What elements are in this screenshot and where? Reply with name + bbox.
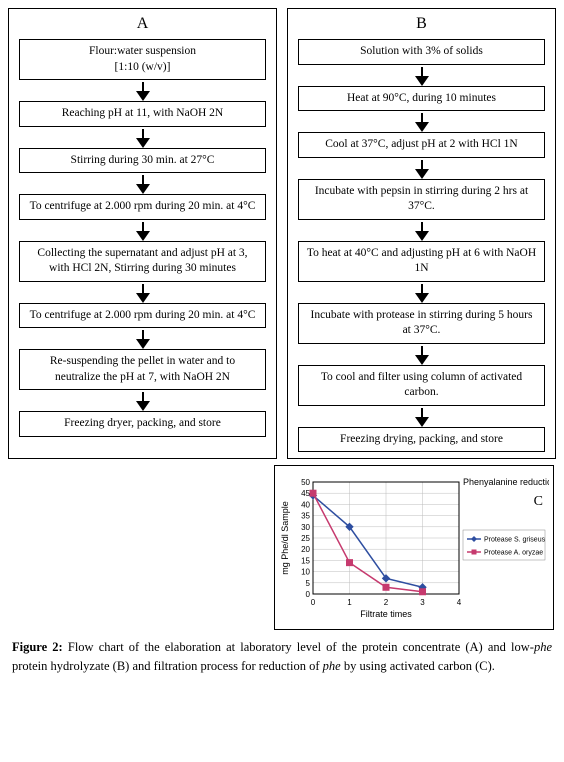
column-b-label: B	[416, 15, 427, 33]
flow-node: Solution with 3% of solids	[298, 39, 544, 65]
arrow-down-icon	[415, 160, 429, 179]
flow-node: Flour:water suspension[1:10 (w/v)]	[19, 39, 265, 80]
svg-text:Phenyalanine reduction: Phenyalanine reduction	[463, 477, 549, 487]
chart-panel: C 0510152025303540455001234Filtrate time…	[274, 465, 554, 630]
caption-t4: by using activated carbon (C).	[341, 659, 495, 673]
flow-node: To centrifuge at 2.000 rpm during 20 min…	[19, 194, 265, 220]
arrow-down-icon	[136, 284, 150, 303]
flow-node: Freezing drying, packing, and store	[298, 427, 544, 453]
svg-text:1: 1	[347, 598, 352, 607]
svg-text:25: 25	[301, 534, 310, 543]
flow-node: To cool and filter using column of activ…	[298, 365, 544, 406]
svg-text:50: 50	[301, 478, 310, 487]
column-a-label: A	[137, 15, 149, 33]
flow-steps-a: Flour:water suspension[1:10 (w/v)] Reachi…	[13, 39, 272, 437]
svg-text:3: 3	[420, 598, 425, 607]
flow-node: Cool at 37°C, adjust pH at 2 with HCl 1N	[298, 132, 544, 158]
line-chart: 0510152025303540455001234Filtrate timesm…	[277, 470, 549, 620]
arrow-down-icon	[415, 222, 429, 241]
flow-node: Incubate with pepsin in stirring during …	[298, 179, 544, 220]
svg-text:4: 4	[457, 598, 462, 607]
svg-text:5: 5	[306, 579, 311, 588]
arrow-down-icon	[136, 175, 150, 194]
figure-caption: Figure 2: Flow chart of the elaboration …	[8, 630, 556, 678]
svg-text:Protease A. oryzae: Protease A. oryzae	[484, 550, 543, 557]
flow-node: To centrifuge at 2.000 rpm during 20 min…	[19, 303, 265, 329]
flow-steps-b: Solution with 3% of solids Heat at 90°C, …	[292, 39, 551, 452]
arrow-down-icon	[136, 129, 150, 148]
flow-node: Collecting the supernatant and adjust pH…	[19, 241, 265, 282]
svg-text:30: 30	[301, 523, 310, 532]
caption-i1: phe	[534, 640, 552, 654]
svg-text:20: 20	[301, 545, 310, 554]
arrow-down-icon	[415, 346, 429, 365]
caption-i3: phe	[323, 659, 341, 673]
arrow-down-icon	[415, 67, 429, 86]
svg-text:Filtrate times: Filtrate times	[360, 609, 412, 619]
svg-text:2: 2	[384, 598, 389, 607]
arrow-down-icon	[136, 222, 150, 241]
svg-text:Protease S. griseus: Protease S. griseus	[484, 537, 546, 544]
svg-text:45: 45	[301, 489, 310, 498]
flow-node: Freezing dryer, packing, and store	[19, 411, 265, 437]
arrow-down-icon	[136, 392, 150, 411]
arrow-down-icon	[136, 82, 150, 101]
arrow-down-icon	[415, 408, 429, 427]
svg-text:35: 35	[301, 512, 310, 521]
flow-node: Incubate with protease in stirring durin…	[298, 303, 544, 344]
svg-text:0: 0	[311, 598, 316, 607]
chart-panel-label: C	[534, 494, 543, 510]
flow-node: Reaching pH at 11, with NaOH 2N	[19, 101, 265, 127]
arrow-down-icon	[415, 284, 429, 303]
flow-column-a: A Flour:water suspension[1:10 (w/v)] Reac…	[8, 8, 277, 459]
svg-text:mg Phe/dl Sample: mg Phe/dl Sample	[280, 501, 290, 575]
arrow-down-icon	[136, 330, 150, 349]
flow-node: Heat at 90°C, during 10 minutes	[298, 86, 544, 112]
flow-node: Stirring during 30 min. at 27°C	[19, 148, 265, 174]
arrow-down-icon	[415, 113, 429, 132]
caption-t2: protein hydrolyzate (B) and filtration p…	[12, 659, 323, 673]
caption-t0: Flow chart of the elaboration at laborat…	[63, 640, 534, 654]
flow-node: To heat at 40°C and adjusting pH at 6 wi…	[298, 241, 544, 282]
flowchart-columns: A Flour:water suspension[1:10 (w/v)] Reac…	[8, 8, 556, 459]
flow-column-b: B Solution with 3% of solids Heat at 90°C…	[287, 8, 556, 459]
svg-text:40: 40	[301, 501, 310, 510]
svg-text:15: 15	[301, 557, 310, 566]
caption-prefix: Figure 2:	[12, 640, 63, 654]
flow-node: Re-suspending the pellet in water and to…	[19, 349, 265, 390]
svg-text:10: 10	[301, 568, 310, 577]
